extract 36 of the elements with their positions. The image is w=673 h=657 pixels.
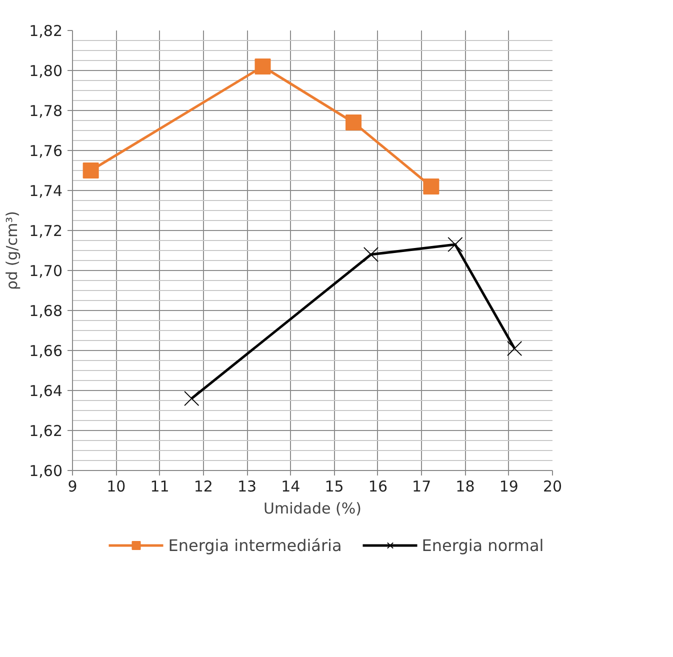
x-tick-label: 18 [456,478,475,496]
x-tick-label: 19 [499,478,518,496]
y-tick-label: 1,66 [29,342,63,360]
x-axis-title: Umidade (%) [264,500,362,518]
legend-label: Energia intermediária [168,536,342,554]
point [506,340,522,356]
y-tick-label: 1,62 [29,422,63,440]
x-tick-label: 12 [194,478,213,496]
y-axis-title: ρd (g/cm³) [3,211,22,290]
legend-label: Energia normal [422,536,544,554]
y-tick-label: 1,68 [29,302,63,320]
y-tick-label: 1,82 [29,22,63,40]
point [82,162,99,178]
point [184,390,200,406]
point [448,236,463,252]
x-tick-label: 15 [324,478,344,496]
y-tick-label: 1,60 [29,462,63,480]
y-tick-label: 1,78 [29,102,63,120]
x-tick-label: 20 [542,478,562,496]
y-tick-label: 1,80 [29,62,63,80]
x-tick-label: 14 [281,478,300,496]
point [423,178,440,194]
y-tick-label: 1,76 [29,142,63,160]
x-tick-label: 17 [412,478,432,496]
y-tick-label: 1,74 [29,182,63,200]
y-tick-label: 1,70 [29,262,63,280]
point [346,114,362,130]
x-tick-label: 9 [68,478,78,496]
x-tick-label: 10 [106,478,126,496]
x-tick-label: 11 [150,478,170,496]
x-tick-label: 16 [368,478,388,496]
point [254,58,271,74]
y-tick-label: 1,72 [29,222,63,240]
y-tick-label: 1,64 [29,382,63,400]
x-tick-label: 13 [238,478,257,496]
point [363,246,379,262]
